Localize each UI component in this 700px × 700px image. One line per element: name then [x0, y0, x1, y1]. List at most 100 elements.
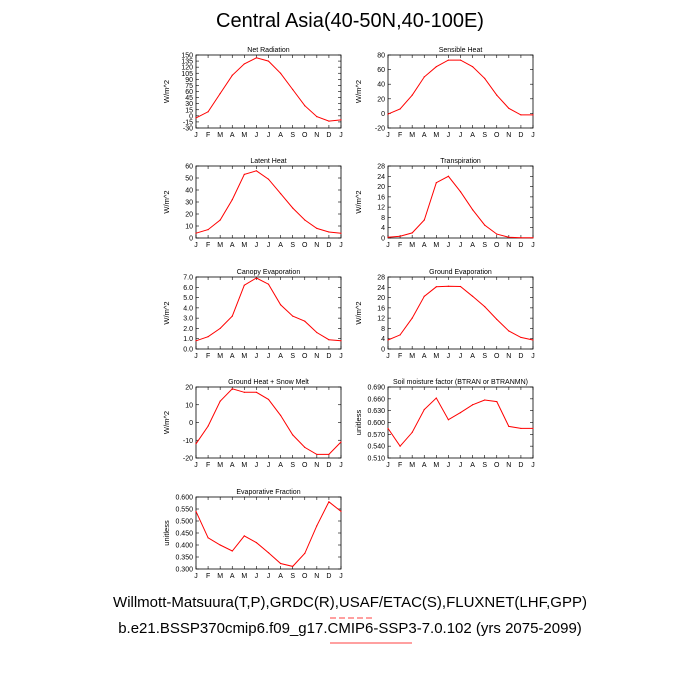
data-point	[387, 339, 389, 341]
x-tick-label: J	[447, 353, 451, 360]
data-point	[255, 542, 258, 544]
x-tick-label: J	[459, 353, 463, 360]
x-tick-label: J	[459, 132, 463, 139]
data-point	[292, 315, 294, 317]
x-tick-label: M	[241, 242, 247, 249]
y-tick-label: 90	[185, 77, 193, 84]
data-point	[243, 173, 245, 175]
x-tick-label: A	[470, 132, 475, 139]
y-tick-label: 30	[185, 101, 193, 108]
y-axis-label: W/m^2	[162, 190, 171, 213]
data-point	[279, 193, 282, 195]
y-tick-label: -15	[183, 119, 193, 126]
x-tick-label: N	[314, 242, 319, 249]
x-tick-label: J	[531, 132, 535, 139]
data-point	[207, 425, 209, 427]
series-line	[387, 175, 533, 239]
y-tick-label: 28	[377, 275, 385, 282]
x-tick-label: M	[217, 462, 223, 469]
x-tick-label: J	[447, 242, 451, 249]
x-tick-label: A	[422, 462, 427, 469]
x-tick-label: S	[290, 573, 295, 580]
data-point	[219, 327, 221, 330]
data-point	[267, 552, 270, 554]
y-axis-label: W/m^2	[354, 190, 363, 213]
x-tick-label: D	[326, 573, 331, 580]
x-tick-label: F	[206, 242, 210, 249]
x-tick-label: S	[290, 353, 295, 360]
x-tick-label: D	[518, 132, 523, 139]
data-point	[207, 111, 209, 113]
x-tick-label: D	[326, 132, 331, 139]
y-tick-label: 0	[189, 236, 193, 243]
x-tick-label: M	[409, 462, 415, 469]
x-tick-label: J	[386, 132, 390, 139]
y-tick-label: 0.600	[175, 495, 193, 502]
x-tick-label: J	[339, 573, 343, 580]
panel-title: Latent Heat	[250, 158, 286, 165]
y-axis-label: unitless	[354, 410, 363, 436]
data-point	[243, 284, 245, 286]
data-point	[292, 565, 294, 567]
data-point	[447, 419, 450, 421]
y-tick-label: -30	[183, 126, 193, 133]
x-tick-label: N	[314, 573, 319, 580]
panel-title: Ground Evaporation	[429, 269, 492, 276]
x-tick-label: N	[314, 462, 319, 469]
x-tick-label: A	[278, 462, 283, 469]
x-tick-label: J	[339, 132, 343, 139]
y-tick-label: 24	[377, 174, 385, 181]
y-tick-label: 8	[381, 326, 385, 333]
x-tick-label: S	[482, 132, 487, 139]
x-tick-label: N	[506, 353, 511, 360]
x-tick-label: J	[339, 462, 343, 469]
data-point	[304, 219, 306, 221]
x-tick-label: A	[278, 353, 283, 360]
footer-data-sources: Willmott-Matsuura(T,P),GRDC(R),USAF/ETAC…	[113, 594, 587, 611]
data-point	[304, 552, 306, 555]
data-point	[316, 116, 318, 118]
series-line	[195, 277, 342, 342]
y-tick-label: -20	[375, 126, 385, 133]
x-tick-label: M	[433, 242, 439, 249]
plot-frame	[195, 165, 342, 239]
y-tick-label: 0	[381, 111, 385, 118]
panel-title: Ground Heat + Snow Melt	[228, 379, 309, 386]
plot-frame	[387, 165, 534, 239]
data-point	[471, 404, 474, 406]
x-tick-label: M	[241, 462, 247, 469]
series-line	[195, 170, 342, 234]
y-tick-label: 0.0	[183, 347, 193, 354]
y-tick-label: 6.0	[183, 285, 193, 292]
chart-panel-1: Net Radiation -30-15015304560759010512013…	[162, 47, 343, 139]
x-tick-label: O	[494, 353, 500, 360]
data-point	[207, 336, 209, 338]
y-tick-label: 0.350	[175, 555, 193, 562]
y-tick-label: 16	[377, 305, 385, 312]
y-tick-label: 0.510	[367, 456, 385, 463]
series-line	[387, 285, 534, 341]
x-tick-label: J	[386, 353, 390, 360]
x-tick-label: J	[255, 242, 259, 249]
y-tick-label: 10	[185, 402, 193, 409]
data-point	[484, 399, 486, 401]
x-tick-label: A	[278, 132, 283, 139]
y-tick-label: 120	[181, 65, 193, 72]
data-point	[195, 117, 197, 119]
y-tick-label: 0.450	[175, 531, 193, 538]
plot-frame	[195, 386, 342, 459]
data-point	[267, 283, 270, 285]
data-point	[279, 414, 282, 416]
data-point	[279, 72, 282, 74]
data-point	[484, 77, 486, 79]
data-point	[231, 315, 233, 317]
data-point	[255, 277, 258, 279]
data-point	[447, 59, 450, 61]
data-point	[399, 334, 401, 336]
plot-frame	[195, 496, 342, 570]
data-point	[387, 113, 389, 115]
figure-title: Central Asia(40-50N,40-100E)	[216, 10, 484, 32]
x-tick-label: S	[290, 462, 295, 469]
x-tick-label: D	[326, 353, 331, 360]
